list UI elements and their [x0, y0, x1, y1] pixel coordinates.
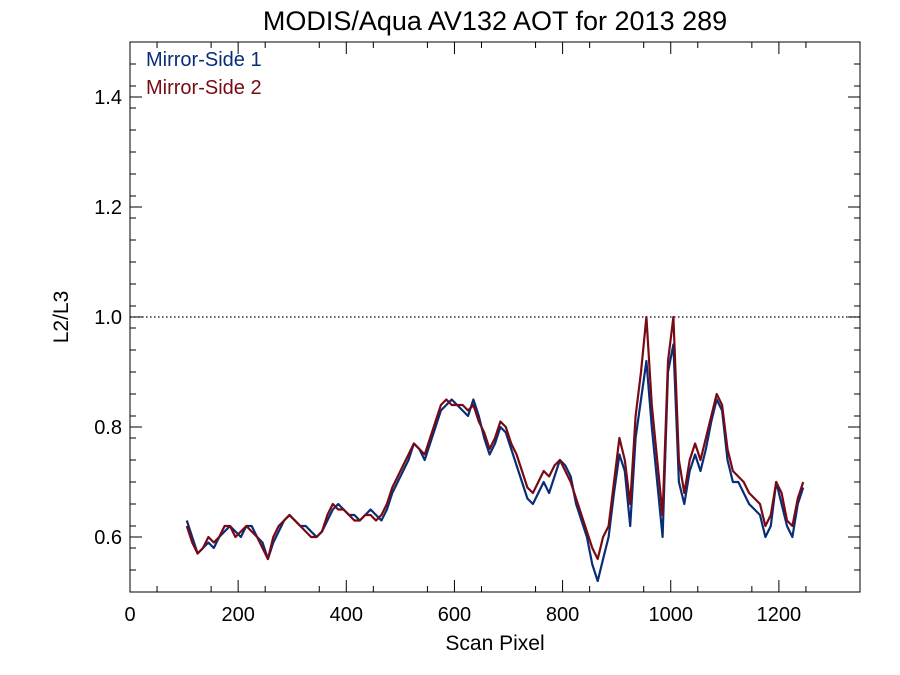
- y-axis-title: L2/L3: [50, 291, 73, 344]
- x-tick-label: 1200: [757, 604, 802, 626]
- y-tick-label: 0.6: [94, 527, 122, 549]
- x-tick-label: 200: [221, 604, 254, 626]
- chart-title: MODIS/Aqua AV132 AOT for 2013 289: [263, 6, 727, 36]
- y-axis: 0.6 0.8 1.0 1.2 1.4: [94, 41, 860, 593]
- y-tick-label: 1.2: [94, 197, 122, 219]
- y-tick-label: 0.8: [94, 417, 122, 439]
- y-tick-label: 1.4: [94, 87, 122, 109]
- x-tick-label: 800: [546, 604, 579, 626]
- series-line-mirror-side-2: [185, 315, 805, 561]
- series-layer: [185, 315, 805, 583]
- legend-entry-mirror-side-1: Mirror-Side 1: [146, 49, 262, 71]
- x-tick-label: 0: [124, 604, 135, 626]
- legend-entry-mirror-side-2: Mirror-Side 2: [146, 77, 262, 99]
- series-line-mirror-side-1: [185, 343, 805, 583]
- legend: Mirror-Side 1 Mirror-Side 2: [146, 49, 262, 99]
- x-axis: 0 200 400 600 800 1000 1200: [124, 42, 807, 626]
- x-axis-title: Scan Pixel: [445, 632, 544, 655]
- y-tick-label: 1.0: [94, 307, 122, 329]
- x-tick-label: 400: [330, 604, 363, 626]
- x-tick-label: 600: [438, 604, 471, 626]
- x-tick-label: 1000: [648, 604, 693, 626]
